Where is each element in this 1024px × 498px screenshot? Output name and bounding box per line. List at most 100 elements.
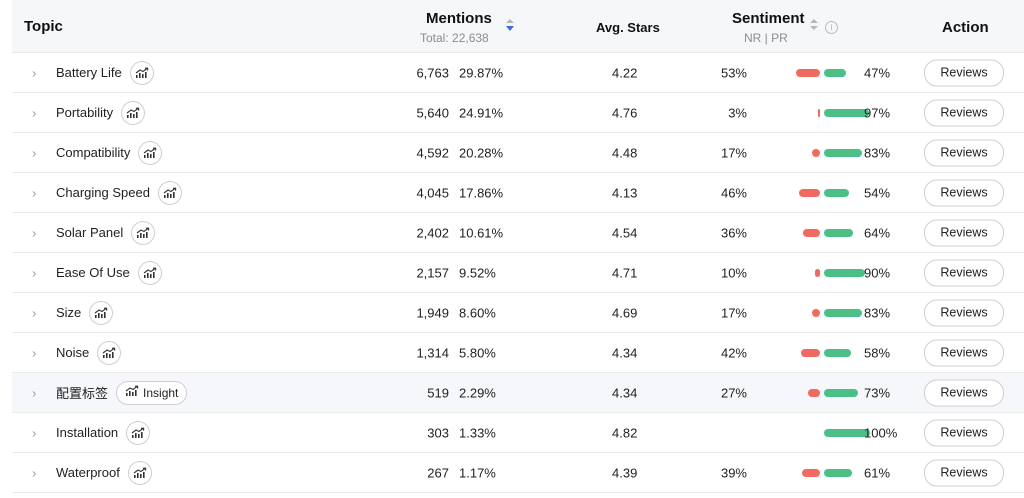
topic-cell: Solar Panel bbox=[56, 220, 156, 245]
topic-label: Size bbox=[56, 305, 82, 320]
mentions-column-header[interactable]: Mentions bbox=[426, 10, 492, 27]
topic-label: Compatibility bbox=[56, 145, 131, 160]
topic-cell: Waterproof bbox=[56, 460, 152, 485]
reviews-button[interactable]: Reviews bbox=[924, 99, 1004, 126]
trend-chart-icon bbox=[125, 385, 139, 400]
chevron-right-icon[interactable]: › bbox=[32, 345, 37, 360]
table-row[interactable]: › Installation 303 1.33% 4.82 100% Revie… bbox=[12, 413, 1024, 453]
mention-count: 1,949 bbox=[416, 305, 449, 320]
table-row[interactable]: › Waterproof 267 1.17% 4.39 39% 61% Revi… bbox=[12, 453, 1024, 493]
mention-count: 6,763 bbox=[416, 65, 449, 80]
positive-bar bbox=[824, 228, 854, 237]
insight-button[interactable]: Insight bbox=[116, 380, 188, 405]
topic-label: Portability bbox=[56, 105, 114, 120]
sentiment-column-header[interactable]: Sentiment bbox=[732, 10, 805, 27]
reviews-button[interactable]: Reviews bbox=[924, 419, 1004, 446]
positive-bar bbox=[824, 308, 863, 317]
trend-chart-icon[interactable] bbox=[131, 220, 156, 245]
reviews-button[interactable]: Reviews bbox=[924, 339, 1004, 366]
mentions-sort-icon[interactable] bbox=[506, 19, 514, 33]
chevron-right-icon[interactable]: › bbox=[32, 265, 37, 280]
trend-chart-icon[interactable] bbox=[97, 340, 122, 365]
chevron-right-icon[interactable]: › bbox=[32, 425, 37, 440]
mention-count: 1,314 bbox=[416, 345, 449, 360]
table-row[interactable]: › Solar Panel 2,402 10.61% 4.54 36% 64% … bbox=[12, 213, 1024, 253]
trend-chart-icon[interactable] bbox=[89, 300, 114, 325]
sentiment-subheader: NR | PR bbox=[744, 31, 788, 45]
negative-bar bbox=[812, 308, 820, 317]
chevron-right-icon[interactable]: › bbox=[32, 105, 37, 120]
trend-chart-icon[interactable] bbox=[127, 460, 152, 485]
avg-stars-value: 4.22 bbox=[612, 65, 638, 80]
avg-stars-value: 4.34 bbox=[612, 385, 638, 400]
positive-ratio: 58% bbox=[864, 345, 891, 360]
table-row[interactable]: › Compatibility 4,592 20.28% 4.48 17% 83… bbox=[12, 133, 1024, 173]
positive-ratio: 100% bbox=[864, 425, 898, 440]
table-row[interactable]: › 配置标签 Insight 519 2.29% 4.34 27% 73% Re… bbox=[12, 373, 1024, 413]
positive-ratio: 83% bbox=[864, 145, 891, 160]
positive-ratio: 90% bbox=[864, 265, 891, 280]
reviews-button[interactable]: Reviews bbox=[924, 139, 1004, 166]
mention-percent: 1.17% bbox=[459, 465, 496, 480]
table-row[interactable]: › Portability 5,640 24.91% 4.76 3% 97% R… bbox=[12, 93, 1024, 133]
mention-count: 519 bbox=[427, 385, 449, 400]
mention-percent: 2.29% bbox=[459, 385, 496, 400]
trend-chart-icon[interactable] bbox=[157, 180, 182, 205]
reviews-button[interactable]: Reviews bbox=[924, 59, 1004, 86]
chevron-right-icon[interactable]: › bbox=[32, 145, 37, 160]
table-body: › Battery Life 6,763 29.87% 4.22 53% 47%… bbox=[12, 53, 1024, 493]
mention-percent: 17.86% bbox=[459, 185, 504, 200]
trend-chart-icon[interactable] bbox=[137, 260, 162, 285]
avg-stars-value: 4.69 bbox=[612, 305, 638, 320]
sentiment-bar bbox=[780, 148, 870, 157]
positive-bar bbox=[824, 468, 853, 477]
table-row[interactable]: › Battery Life 6,763 29.87% 4.22 53% 47%… bbox=[12, 53, 1024, 93]
reviews-button[interactable]: Reviews bbox=[924, 219, 1004, 246]
negative-ratio: 17% bbox=[720, 305, 747, 320]
positive-bar bbox=[824, 428, 870, 437]
mention-percent: 10.61% bbox=[459, 225, 504, 240]
positive-ratio: 73% bbox=[864, 385, 891, 400]
positive-bar bbox=[824, 148, 863, 157]
positive-ratio: 97% bbox=[864, 105, 891, 120]
trend-chart-icon[interactable] bbox=[138, 140, 163, 165]
sentiment-sort-icon[interactable] bbox=[810, 19, 818, 33]
positive-ratio: 83% bbox=[864, 305, 891, 320]
trend-chart-icon[interactable] bbox=[129, 60, 154, 85]
negative-ratio: 17% bbox=[720, 145, 747, 160]
chevron-right-icon[interactable]: › bbox=[32, 465, 37, 480]
chevron-right-icon[interactable]: › bbox=[32, 385, 37, 400]
reviews-button[interactable]: Reviews bbox=[924, 379, 1004, 406]
chevron-right-icon[interactable]: › bbox=[32, 305, 37, 320]
mention-percent: 1.33% bbox=[459, 425, 496, 440]
sentiment-bar bbox=[780, 468, 870, 477]
avg-stars-value: 4.82 bbox=[612, 425, 638, 440]
negative-bar bbox=[803, 228, 820, 237]
reviews-button[interactable]: Reviews bbox=[924, 299, 1004, 326]
table-row[interactable]: › Size 1,949 8.60% 4.69 17% 83% Reviews bbox=[12, 293, 1024, 333]
topic-cell: Noise bbox=[56, 340, 122, 365]
table-row[interactable]: › Charging Speed 4,045 17.86% 4.13 46% 5… bbox=[12, 173, 1024, 213]
topic-cell: Ease Of Use bbox=[56, 260, 162, 285]
negative-bar bbox=[800, 348, 820, 357]
topic-label: Solar Panel bbox=[56, 225, 124, 240]
topic-label: Ease Of Use bbox=[56, 265, 130, 280]
info-icon[interactable]: i bbox=[825, 21, 838, 34]
topic-cell: Charging Speed bbox=[56, 180, 182, 205]
reviews-button[interactable]: Reviews bbox=[924, 259, 1004, 286]
sentiment-bar bbox=[780, 108, 870, 117]
table-row[interactable]: › Noise 1,314 5.80% 4.34 42% 58% Reviews bbox=[12, 333, 1024, 373]
chevron-right-icon[interactable]: › bbox=[32, 65, 37, 80]
chevron-right-icon[interactable]: › bbox=[32, 185, 37, 200]
topic-cell: Size bbox=[56, 300, 114, 325]
trend-chart-icon[interactable] bbox=[126, 420, 151, 445]
topic-cell: 配置标签 Insight bbox=[56, 380, 188, 405]
trend-chart-icon[interactable] bbox=[121, 100, 146, 125]
table-row[interactable]: › Ease Of Use 2,157 9.52% 4.71 10% 90% R… bbox=[12, 253, 1024, 293]
reviews-button[interactable]: Reviews bbox=[924, 179, 1004, 206]
avg-stars-value: 4.54 bbox=[612, 225, 638, 240]
chevron-right-icon[interactable]: › bbox=[32, 225, 37, 240]
reviews-button[interactable]: Reviews bbox=[924, 459, 1004, 486]
mention-count: 2,402 bbox=[416, 225, 449, 240]
positive-bar bbox=[824, 108, 869, 117]
